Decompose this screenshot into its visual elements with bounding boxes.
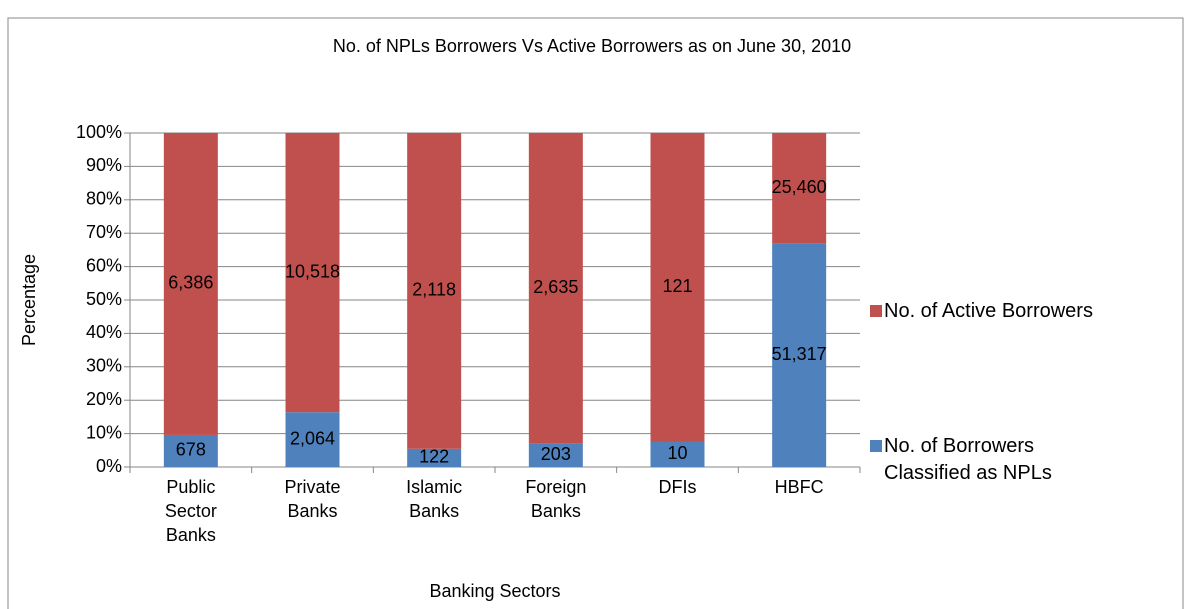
y-tick-label: 100% (76, 122, 122, 142)
data-label: 6,386 (168, 273, 213, 293)
y-tick-label: 0% (96, 456, 122, 476)
data-label: 10 (667, 443, 687, 463)
data-label: 203 (541, 444, 571, 464)
x-tick-label: Islamic Banks (406, 477, 463, 521)
bar-segment (285, 133, 340, 413)
data-label: 2,635 (533, 277, 578, 297)
data-label: 2,064 (290, 428, 335, 448)
y-tick-label: 40% (86, 322, 122, 342)
bar-segment (163, 133, 218, 435)
legend-swatch (870, 305, 882, 317)
y-tick-label: 20% (86, 389, 122, 409)
y-tick-label: 30% (86, 356, 122, 376)
legend-label: No. of Borrowers Classified as NPLs (884, 435, 1052, 484)
bar-segment (650, 441, 705, 467)
data-label: 2,118 (412, 280, 456, 300)
legend-label: No. of Active Borrowers (884, 300, 1093, 322)
x-tick-label: DFIs (658, 477, 697, 497)
data-label: 122 (419, 447, 449, 467)
x-tick-label: HBFC (774, 477, 824, 497)
y-tick-label: 50% (86, 289, 122, 309)
y-tick-label: 80% (86, 189, 122, 209)
x-tick-label: Foreign Banks (525, 477, 587, 521)
bar-segment (650, 133, 705, 442)
bar-segment (407, 133, 462, 449)
x-tick-label: Private Banks (284, 477, 341, 521)
chart-title: No. of NPLs Borrowers Vs Active Borrower… (333, 36, 851, 56)
bar-segment (528, 443, 583, 467)
x-tick-label: Public Sector Banks (164, 477, 217, 545)
y-tick-label: 10% (86, 422, 122, 442)
bar-segment (772, 243, 827, 467)
x-axis-title: Banking Sectors (429, 581, 560, 601)
chart-border (7, 17, 1184, 609)
bar-segment (163, 434, 218, 467)
bar-segment (285, 412, 340, 467)
data-label: 25,460 (772, 177, 827, 197)
y-tick-label: 60% (86, 255, 122, 275)
bar-segment (407, 448, 462, 467)
data-label: 678 (176, 440, 206, 460)
y-axis-title: Percentage (19, 254, 39, 346)
data-label: 121 (662, 276, 692, 296)
bar-segment (528, 133, 583, 444)
y-tick-label: 90% (86, 155, 122, 175)
data-label: 51,317 (772, 344, 827, 364)
legend-swatch (870, 440, 882, 452)
data-label: 10,518 (285, 261, 340, 281)
y-tick-label: 70% (86, 222, 122, 242)
bar-segment (772, 133, 827, 244)
